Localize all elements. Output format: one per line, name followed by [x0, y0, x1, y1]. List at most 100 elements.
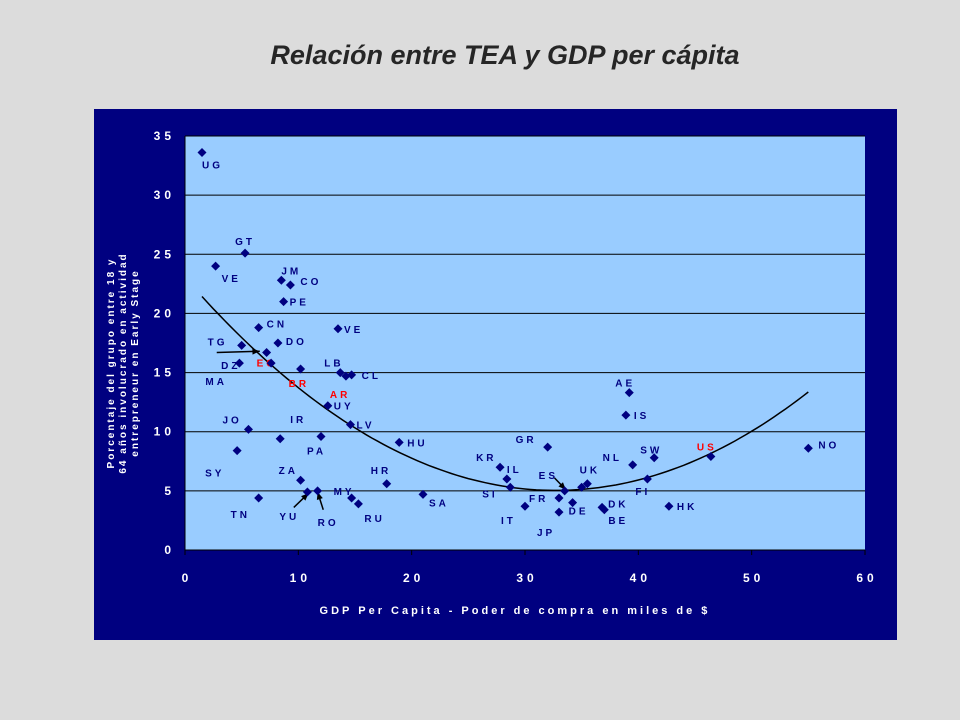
- data-point-sy: [232, 446, 242, 456]
- y-axis-label-line: entrepreneur en Early Stage: [130, 269, 141, 456]
- data-point-hr: [382, 479, 392, 489]
- data-label-gt: GT: [235, 237, 255, 248]
- data-label-hk: HK: [677, 502, 697, 513]
- data-label-us: US: [697, 443, 717, 454]
- y-tick-label: 35: [154, 129, 175, 143]
- data-point-no: [803, 443, 813, 453]
- data-point-ir: [275, 434, 285, 444]
- data-label-do: DO: [286, 337, 307, 348]
- data-point-co: [285, 280, 295, 290]
- data-point-ve: [211, 261, 221, 271]
- data-label-tn: TN: [231, 510, 250, 521]
- data-label-sa: SA: [429, 498, 449, 509]
- data-point-gt: [240, 248, 250, 258]
- data-point-dz: [266, 358, 276, 368]
- data-label-sy: SY: [205, 469, 224, 480]
- x-axis-label: GDP Per Capita - Poder de compra en mile…: [320, 605, 711, 617]
- data-label-ec: EC: [257, 358, 277, 369]
- data-label-za: ZA: [279, 466, 298, 477]
- data-point-do: [273, 338, 283, 348]
- data-point-it: [520, 501, 530, 511]
- data-label-kr: KR: [476, 453, 496, 464]
- data-point-uk: [582, 479, 592, 489]
- data-label-hu: HU: [407, 438, 427, 449]
- data-label-yu: YU: [279, 512, 299, 523]
- data-point-za: [296, 475, 306, 485]
- data-label-ro: RO: [318, 518, 339, 529]
- data-label-ve: VE: [222, 274, 241, 285]
- data-point-lv: [345, 420, 355, 430]
- data-label-jp: JP: [537, 528, 555, 539]
- data-point-ma: [234, 358, 244, 368]
- data-label-is: IS: [634, 411, 649, 422]
- data-point-ve: [333, 324, 343, 334]
- data-label-dk: DK: [608, 499, 628, 510]
- data-point-pa: [316, 431, 326, 441]
- data-label-ru: RU: [364, 514, 384, 525]
- data-point-jp: [554, 507, 564, 517]
- chart-title: Relación entre TEA y GDP per cápita: [270, 40, 740, 70]
- data-label-fi: FI: [635, 487, 650, 498]
- data-point-ar: [341, 371, 351, 381]
- data-point-gr: [543, 442, 553, 452]
- data-label-pe: PE: [290, 298, 309, 309]
- data-label-de: DE: [569, 507, 589, 518]
- data-point-es: [560, 486, 570, 496]
- data-point-nl: [628, 460, 638, 470]
- y-tick-label: 30: [154, 188, 175, 202]
- data-label-jo: JO: [222, 415, 241, 426]
- data-point-jo: [243, 424, 253, 434]
- data-label-no: NO: [818, 440, 839, 451]
- data-label-be: BE: [608, 516, 628, 527]
- data-point-de: [568, 498, 578, 508]
- data-point-hu: [394, 437, 404, 447]
- data-point-be: [599, 505, 609, 515]
- data-label-uk: UK: [580, 465, 600, 476]
- data-label-ar: AR: [330, 390, 350, 401]
- data-label-uy: UY: [334, 402, 354, 413]
- y-tick-label: 20: [154, 306, 175, 320]
- data-label-lv: LV: [356, 421, 374, 432]
- y-tick-label: 10: [154, 425, 175, 439]
- data-label-dz: DZ: [221, 361, 240, 372]
- data-point-fi: [642, 474, 652, 484]
- scatter-chart: 0 5 10 15 20 25 30 35 0 10 20 30 40 50 60 GDP Per Capit…: [94, 109, 897, 640]
- data-label-pa: PA: [307, 446, 326, 457]
- data-point-kr: [495, 462, 505, 472]
- x-tick-label: 40: [630, 571, 651, 585]
- annotation-arrow-head: [252, 348, 260, 355]
- data-label-sw: SW: [640, 446, 662, 457]
- data-label-ve: VE: [344, 325, 363, 336]
- data-label-cn: CN: [267, 320, 287, 331]
- y-tick-label: 0: [164, 543, 175, 557]
- data-point-uk: [577, 482, 587, 492]
- data-point-lb: [335, 368, 345, 378]
- x-tick-label: 20: [403, 571, 424, 585]
- data-point-ug: [197, 148, 207, 158]
- trend-curve: [201, 295, 809, 492]
- data-label-it: IT: [501, 516, 516, 527]
- data-point-is: [621, 410, 631, 420]
- data-point-jm: [276, 275, 286, 285]
- data-point-sw: [649, 453, 659, 463]
- data-label-lb: LB: [324, 359, 343, 370]
- data-point-fr: [554, 493, 564, 503]
- x-tick-label: 10: [290, 571, 311, 585]
- y-tick-label: 5: [164, 484, 175, 498]
- y-axis-label-line: 64 años involucrado en actividad: [118, 252, 129, 473]
- data-point-my: [313, 486, 323, 496]
- data-point-ro: [347, 493, 357, 503]
- data-label-ma: MA: [205, 377, 227, 388]
- data-label-gr: GR: [516, 435, 537, 446]
- y-tick-label: 15: [154, 366, 175, 380]
- x-tick-label: 50: [743, 571, 764, 585]
- data-point-us: [706, 452, 716, 462]
- y-axis-label-line: Porcentaje del grupo entre 18 y: [106, 258, 117, 469]
- data-point-ru: [353, 499, 363, 509]
- x-tick-label: 60: [856, 571, 877, 585]
- data-point-ec: [262, 347, 272, 357]
- data-label-fr: FR: [529, 494, 548, 505]
- data-label-il: IL: [507, 465, 522, 476]
- data-point-tg: [237, 340, 247, 350]
- data-label-es: ES: [539, 471, 558, 482]
